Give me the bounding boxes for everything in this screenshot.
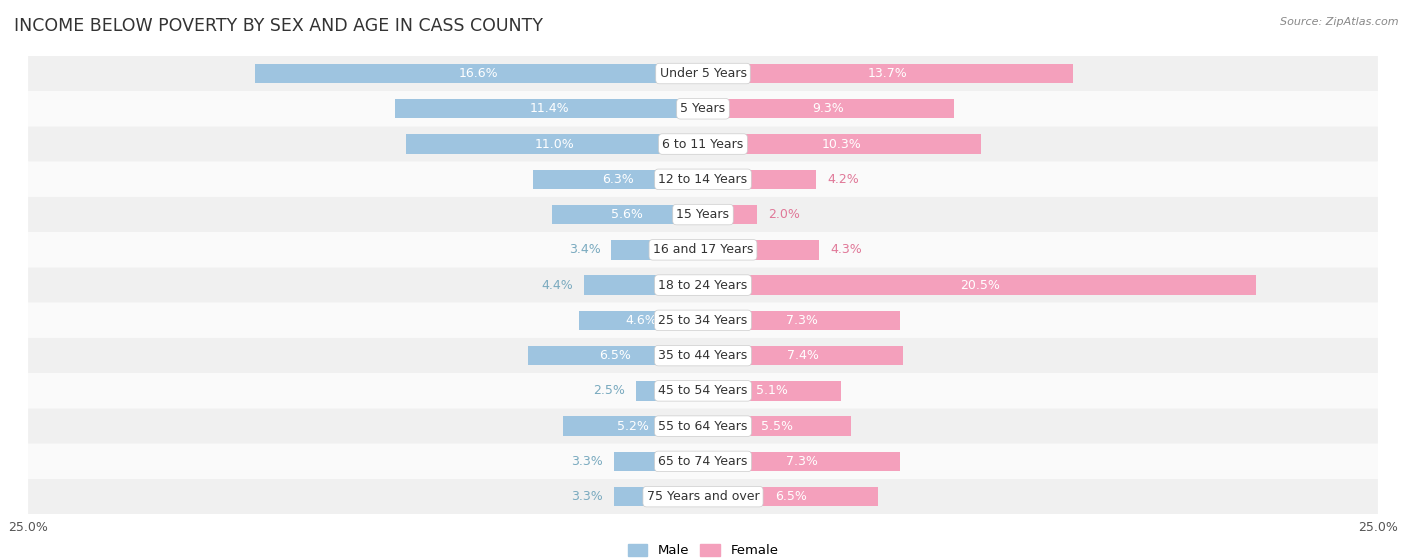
Bar bbox=[579, 311, 703, 330]
Bar bbox=[636, 381, 703, 401]
FancyBboxPatch shape bbox=[28, 373, 1378, 409]
Bar bbox=[703, 64, 1073, 83]
Text: 35 to 44 Years: 35 to 44 Years bbox=[658, 349, 748, 362]
Text: 7.3%: 7.3% bbox=[786, 314, 817, 327]
Bar bbox=[585, 276, 703, 295]
Text: 3.4%: 3.4% bbox=[568, 243, 600, 257]
FancyBboxPatch shape bbox=[28, 162, 1378, 197]
Bar bbox=[533, 169, 703, 189]
Text: 25 to 34 Years: 25 to 34 Years bbox=[658, 314, 748, 327]
Text: 55 to 64 Years: 55 to 64 Years bbox=[658, 420, 748, 433]
Bar bbox=[703, 416, 852, 436]
FancyBboxPatch shape bbox=[28, 232, 1378, 267]
Text: 4.3%: 4.3% bbox=[830, 243, 862, 257]
Text: 7.3%: 7.3% bbox=[786, 455, 817, 468]
FancyBboxPatch shape bbox=[28, 303, 1378, 338]
Text: 2.0%: 2.0% bbox=[768, 208, 800, 221]
Text: 5.2%: 5.2% bbox=[617, 420, 648, 433]
Text: 3.3%: 3.3% bbox=[571, 490, 603, 503]
Text: 13.7%: 13.7% bbox=[868, 67, 908, 80]
Bar bbox=[703, 452, 900, 471]
Text: Source: ZipAtlas.com: Source: ZipAtlas.com bbox=[1281, 17, 1399, 27]
Text: 6.5%: 6.5% bbox=[775, 490, 807, 503]
Bar bbox=[612, 240, 703, 259]
FancyBboxPatch shape bbox=[28, 479, 1378, 514]
Text: 75 Years and over: 75 Years and over bbox=[647, 490, 759, 503]
Text: 4.4%: 4.4% bbox=[541, 278, 574, 292]
Bar bbox=[614, 452, 703, 471]
Text: 6 to 11 Years: 6 to 11 Years bbox=[662, 138, 744, 150]
Bar bbox=[562, 416, 703, 436]
Text: INCOME BELOW POVERTY BY SEX AND AGE IN CASS COUNTY: INCOME BELOW POVERTY BY SEX AND AGE IN C… bbox=[14, 17, 543, 35]
Bar bbox=[703, 346, 903, 366]
Text: 11.0%: 11.0% bbox=[534, 138, 575, 150]
Text: 10.3%: 10.3% bbox=[823, 138, 862, 150]
Text: 20.5%: 20.5% bbox=[960, 278, 1000, 292]
FancyBboxPatch shape bbox=[28, 267, 1378, 303]
FancyBboxPatch shape bbox=[28, 444, 1378, 479]
Text: 5.1%: 5.1% bbox=[756, 385, 787, 397]
Bar bbox=[703, 381, 841, 401]
Bar bbox=[551, 205, 703, 224]
Bar bbox=[406, 134, 703, 154]
Text: 9.3%: 9.3% bbox=[813, 102, 845, 115]
Bar bbox=[395, 99, 703, 119]
Bar bbox=[527, 346, 703, 366]
Text: 4.6%: 4.6% bbox=[626, 314, 657, 327]
Bar bbox=[703, 205, 756, 224]
Text: 5.6%: 5.6% bbox=[612, 208, 644, 221]
Bar bbox=[254, 64, 703, 83]
Text: 5 Years: 5 Years bbox=[681, 102, 725, 115]
FancyBboxPatch shape bbox=[28, 126, 1378, 162]
FancyBboxPatch shape bbox=[28, 338, 1378, 373]
Text: 4.2%: 4.2% bbox=[827, 173, 859, 186]
Text: 18 to 24 Years: 18 to 24 Years bbox=[658, 278, 748, 292]
Text: 15 Years: 15 Years bbox=[676, 208, 730, 221]
FancyBboxPatch shape bbox=[28, 91, 1378, 126]
FancyBboxPatch shape bbox=[28, 56, 1378, 91]
Text: 6.5%: 6.5% bbox=[599, 349, 631, 362]
Bar bbox=[703, 276, 1257, 295]
Bar bbox=[703, 169, 817, 189]
FancyBboxPatch shape bbox=[28, 197, 1378, 232]
Text: 45 to 54 Years: 45 to 54 Years bbox=[658, 385, 748, 397]
Text: 65 to 74 Years: 65 to 74 Years bbox=[658, 455, 748, 468]
Text: 2.5%: 2.5% bbox=[593, 385, 624, 397]
Text: 3.3%: 3.3% bbox=[571, 455, 603, 468]
Text: 16 and 17 Years: 16 and 17 Years bbox=[652, 243, 754, 257]
Text: 7.4%: 7.4% bbox=[787, 349, 818, 362]
Bar bbox=[703, 311, 900, 330]
Bar bbox=[703, 99, 955, 119]
Text: 6.3%: 6.3% bbox=[602, 173, 634, 186]
Bar bbox=[614, 487, 703, 506]
Text: Under 5 Years: Under 5 Years bbox=[659, 67, 747, 80]
Text: 12 to 14 Years: 12 to 14 Years bbox=[658, 173, 748, 186]
Legend: Male, Female: Male, Female bbox=[623, 539, 783, 559]
Bar bbox=[703, 240, 820, 259]
Text: 11.4%: 11.4% bbox=[529, 102, 569, 115]
Bar bbox=[703, 487, 879, 506]
FancyBboxPatch shape bbox=[28, 409, 1378, 444]
Text: 5.5%: 5.5% bbox=[761, 420, 793, 433]
Bar bbox=[703, 134, 981, 154]
Text: 16.6%: 16.6% bbox=[460, 67, 499, 80]
